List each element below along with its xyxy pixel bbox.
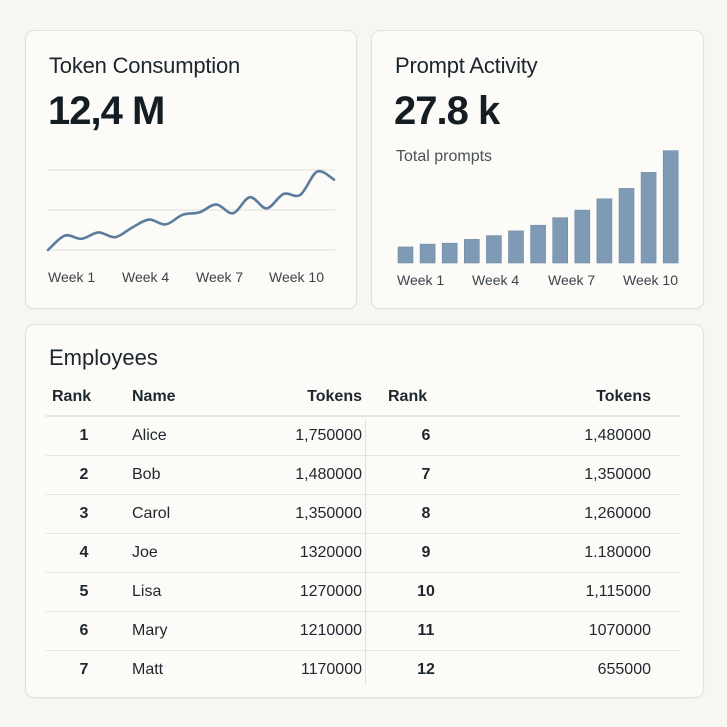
rank-cell: 11 <box>368 611 478 651</box>
table-row[interactable]: 9 1.180000 <box>368 533 681 573</box>
prompt-subtitle: Total prompts <box>396 148 493 165</box>
prompt-bar <box>486 235 502 264</box>
card-title: Token Consumption <box>49 53 241 78</box>
table-row[interactable]: 10 1,115000 <box>368 572 681 612</box>
employees-title: Employees <box>49 345 158 370</box>
table-row[interactable]: 6 1,480000 <box>368 416 681 456</box>
x-tick-label: Week 10 <box>269 269 324 285</box>
x-tick-label: Week 7 <box>548 272 595 288</box>
name-cell: Alice <box>122 416 242 456</box>
rank-cell: 10 <box>368 572 478 612</box>
x-tick-label: Week 7 <box>196 269 243 285</box>
rank-cell: 8 <box>368 494 478 534</box>
rank-cell: 6 <box>46 611 122 651</box>
rank-cell: 4 <box>46 533 122 573</box>
header-rank[interactable]: Rank <box>368 379 478 417</box>
prompt-bar <box>640 172 657 264</box>
prompt-bar <box>552 217 568 264</box>
tokens-cell: 1,480000 <box>478 416 681 456</box>
table-row[interactable]: 5 Lisa 1270000 <box>46 572 368 612</box>
prompt-bar <box>464 239 480 264</box>
tokens-cell: 1,480000 <box>242 455 368 495</box>
card-title: Prompt Activity <box>395 53 538 78</box>
table-row[interactable]: 7 Matt 1170000 <box>46 651 368 690</box>
tokens-cell: 1270000 <box>242 572 368 612</box>
prompt-bar <box>596 198 613 264</box>
table-row[interactable]: 2 Bob 1,480000 <box>46 455 368 495</box>
rank-cell: 1 <box>46 416 122 456</box>
table-row[interactable]: 7 1,350000 <box>368 455 681 495</box>
prompt-bar <box>508 230 524 264</box>
name-cell: Mary <box>122 611 242 651</box>
x-tick-label: Week 4 <box>122 269 169 285</box>
tokens-cell: 1,350000 <box>242 494 368 534</box>
employees-card: Employees Rank Name Tokens 1 Alice 1,75000… <box>25 324 704 698</box>
name-cell: Bob <box>122 455 242 495</box>
tokens-cell: 1070000 <box>478 611 681 651</box>
rank-cell: 6 <box>368 416 478 456</box>
tokens-cell: 1170000 <box>300 661 362 678</box>
tokens-cell: 1320000 <box>242 533 368 573</box>
table-row[interactable]: 8 1,260000 <box>368 494 681 534</box>
header-name[interactable]: Name <box>122 379 242 417</box>
prompt-bar <box>419 243 436 264</box>
name-cell: Carol <box>122 494 242 534</box>
table-row[interactable]: 3 Carol 1,350000 <box>46 494 368 534</box>
table-header-row: Rank Tokens <box>368 379 681 417</box>
x-tick-label: Week 4 <box>472 272 519 288</box>
prompt-activity-card: Prompt Activity 27.8 k Total prompts Wee… <box>371 30 704 309</box>
tokens-cell: 1,115000 <box>478 572 681 612</box>
name-cell: Lisa <box>122 572 242 612</box>
token-series-line <box>46 169 336 252</box>
table-row[interactable]: 6 Mary 1210000 <box>46 611 368 651</box>
rank-cell: 7 <box>368 455 478 495</box>
table-row[interactable]: 1 Alice 1,750000 <box>46 416 368 456</box>
header-tokens[interactable]: Tokens <box>242 379 368 417</box>
tokens-cell: 1.180000 <box>478 533 681 573</box>
prompt-bar <box>530 224 546 264</box>
table-header-row: Rank Name Tokens <box>46 379 368 417</box>
tokens-cell: 1,750000 <box>242 416 368 456</box>
tokens-cell: 1,350000 <box>478 455 681 495</box>
prompt-total-value: 27.8 k <box>394 89 500 133</box>
rank-cell: 5 <box>46 572 122 612</box>
x-tick-label: Week 1 <box>397 272 444 288</box>
rank-cell: 12 <box>417 661 435 678</box>
prompt-bar <box>441 242 458 264</box>
header-tokens[interactable]: Tokens <box>478 379 681 417</box>
prompt-bar <box>574 209 591 264</box>
prompt-bar <box>618 188 635 264</box>
tokens-cell: 655000 <box>597 661 651 678</box>
rank-cell: 9 <box>368 533 478 573</box>
name-cell: Joe <box>122 533 242 573</box>
token-line-chart: Week 1 Week 4 Week 7 Week 10 <box>46 169 336 285</box>
table-row[interactable]: 11 1070000 <box>368 611 681 651</box>
rank-cell: 3 <box>46 494 122 534</box>
rank-cell: 7 <box>79 661 89 678</box>
tokens-cell: 1210000 <box>242 611 368 651</box>
column-divider <box>365 420 366 685</box>
token-total-value: 12,4 M <box>48 89 165 133</box>
employees-table-left: Rank Name Tokens 1 Alice 1,750000 2 Bob 1,480… <box>46 379 368 689</box>
employees-table-right: Rank Tokens 6 1,480000 7 1,350000 8 1,260000 9… <box>368 379 681 689</box>
name-cell: Matt <box>132 661 164 678</box>
rank-cell: 2 <box>46 455 122 495</box>
prompt-bar-chart: Week 1 Week 4 Week 7 Week 10 <box>397 150 679 288</box>
prompt-bar <box>397 246 414 264</box>
prompt-bar <box>662 150 679 264</box>
tokens-cell: 1,260000 <box>478 494 681 534</box>
x-tick-label: Week 10 <box>623 272 678 288</box>
table-row[interactable]: 4 Joe 1320000 <box>46 533 368 573</box>
token-consumption-card: Token Consumption 12,4 M Week 1 Week 4 Wee… <box>25 30 357 309</box>
table-row[interactable]: 12 655000 <box>368 651 681 690</box>
x-tick-label: Week 1 <box>48 269 95 285</box>
header-rank[interactable]: Rank <box>46 379 122 417</box>
